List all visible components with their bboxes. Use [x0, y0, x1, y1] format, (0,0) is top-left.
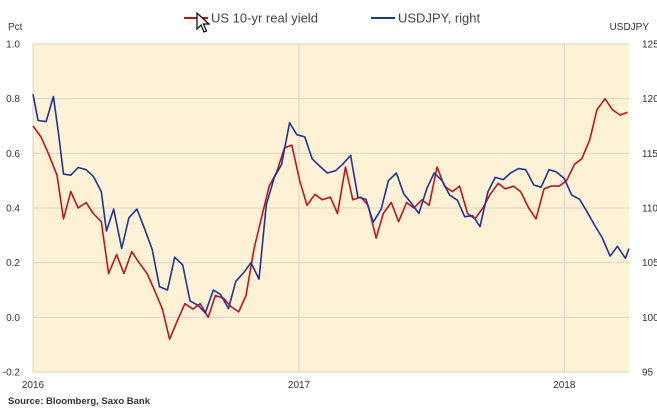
chart-source-note: Source: Bloomberg, Saxo Bank	[8, 396, 151, 407]
legend-label-usdjpy: USDJPY, right	[398, 11, 481, 26]
series-line-usdjpy	[32, 94, 630, 314]
right-axis-tick-label: 110	[642, 204, 657, 215]
right-axis-tick-label: 120	[642, 94, 657, 105]
right-axis-tick-label: 105	[642, 258, 657, 269]
legend-label-real-yield: US 10-yr real yield	[211, 11, 318, 26]
left-axis-tick-label: 0.6	[6, 149, 20, 160]
left-axis-tick-label: 0.4	[6, 204, 20, 215]
right-axis-tick-label: 115	[642, 149, 657, 160]
right-axis-title: USDJPY	[610, 22, 650, 33]
right-axis-tick-label: 100	[642, 313, 657, 324]
left-axis-tick-label: 0.8	[6, 94, 20, 105]
mouse-cursor-icon	[196, 12, 210, 33]
left-axis-tick-label: 1.0	[6, 40, 20, 51]
left-axis-tick-label: -0.2	[3, 368, 21, 379]
x-axis-tick-label: 2016	[22, 380, 45, 391]
x-axis-tick-label: 2018	[553, 380, 576, 391]
x-axis-tick-label: 2017	[288, 380, 311, 391]
left-axis-tick-label: 0.2	[6, 258, 20, 269]
left-axis-tick-label: 0.0	[6, 313, 20, 324]
left-axis-title: Pct	[8, 22, 23, 33]
right-axis-tick-label: 125	[642, 40, 657, 51]
series-line-real-yield	[32, 97, 628, 341]
right-axis-tick-label: 95	[642, 368, 654, 379]
